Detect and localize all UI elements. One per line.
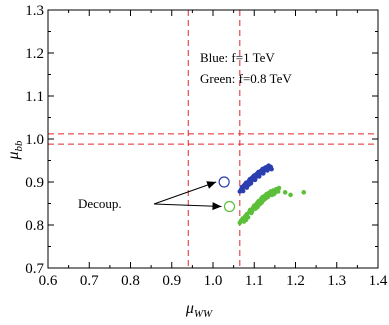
y-axis-label: μbb — [5, 140, 25, 161]
green-data-point — [276, 185, 282, 191]
legend-line-1: Blue: f=1 TeV — [200, 50, 275, 65]
blue-data-point — [256, 174, 262, 179]
x-tick-label: 1.3 — [327, 273, 346, 289]
decoupling-arrowhead — [206, 181, 217, 189]
x-axis-label-sub: WW — [194, 308, 213, 320]
decoupling-arrowhead — [212, 202, 222, 211]
decoupling-markers — [218, 176, 236, 213]
y-tick-label: 1.2 — [25, 46, 44, 62]
decoupling-arrow — [153, 203, 222, 208]
x-axis-label: μWW — [185, 300, 213, 320]
decoupling-arrows — [153, 181, 222, 211]
blue-data-point — [261, 171, 266, 176]
green-data-point — [282, 190, 288, 195]
y-axis-label-sub: bb — [13, 140, 25, 152]
y-tick-label: 0.7 — [25, 261, 44, 277]
x-tick-label: 0.6 — [39, 273, 58, 289]
x-tick-label: 1.1 — [245, 273, 264, 289]
blue-decoupling-marker — [218, 176, 230, 188]
blue-data-point — [269, 166, 274, 172]
blue-data-point — [240, 188, 246, 194]
ticks — [47, 9, 379, 269]
y-tick-label: 0.8 — [25, 218, 44, 234]
y-axis-label-main: μ — [5, 151, 22, 160]
green-data-point — [259, 200, 264, 205]
green-data-point — [275, 189, 281, 194]
plot-frame — [47, 9, 379, 269]
green-data-point — [267, 192, 273, 198]
y-tick-label: 1.1 — [25, 89, 44, 105]
y-tick-label: 0.9 — [25, 175, 44, 191]
green-data-point — [249, 208, 255, 214]
green-decoupling-marker — [223, 200, 236, 213]
green-data-point — [271, 191, 277, 197]
green-data-point — [243, 217, 249, 223]
blue-data-point — [252, 177, 258, 183]
x-tick-label: 1.0 — [204, 273, 223, 289]
x-tick-label: 1.2 — [286, 273, 305, 289]
green-data-point — [301, 190, 307, 195]
x-tick-label: 0.8 — [121, 273, 140, 289]
reference-lines — [48, 10, 378, 268]
x-tick-label: 0.7 — [80, 273, 99, 289]
decoup-label: Decoup. — [78, 196, 122, 211]
green-data-point — [255, 204, 260, 210]
x-tick-label: 1.4 — [369, 273, 388, 289]
x-tick-label: 0.9 — [162, 273, 181, 289]
y-tick-label: 1.0 — [25, 132, 44, 148]
blue-data-point — [246, 182, 252, 187]
blue-data-point — [265, 168, 270, 173]
data-points — [237, 163, 307, 226]
green-data-point — [288, 192, 293, 198]
x-axis-label-main: μ — [185, 300, 194, 317]
tick-labels: 0.6 0.7 0.8 0.9 1.0 1.1 1.2 1.3 1.40.70.80.91.01… — [25, 3, 388, 289]
green-data-point — [263, 196, 269, 201]
y-tick-label: 1.3 — [25, 3, 44, 19]
decoupling-arrow — [153, 181, 217, 205]
legend-line-2: Green: f=0.8 TeV — [200, 71, 292, 86]
